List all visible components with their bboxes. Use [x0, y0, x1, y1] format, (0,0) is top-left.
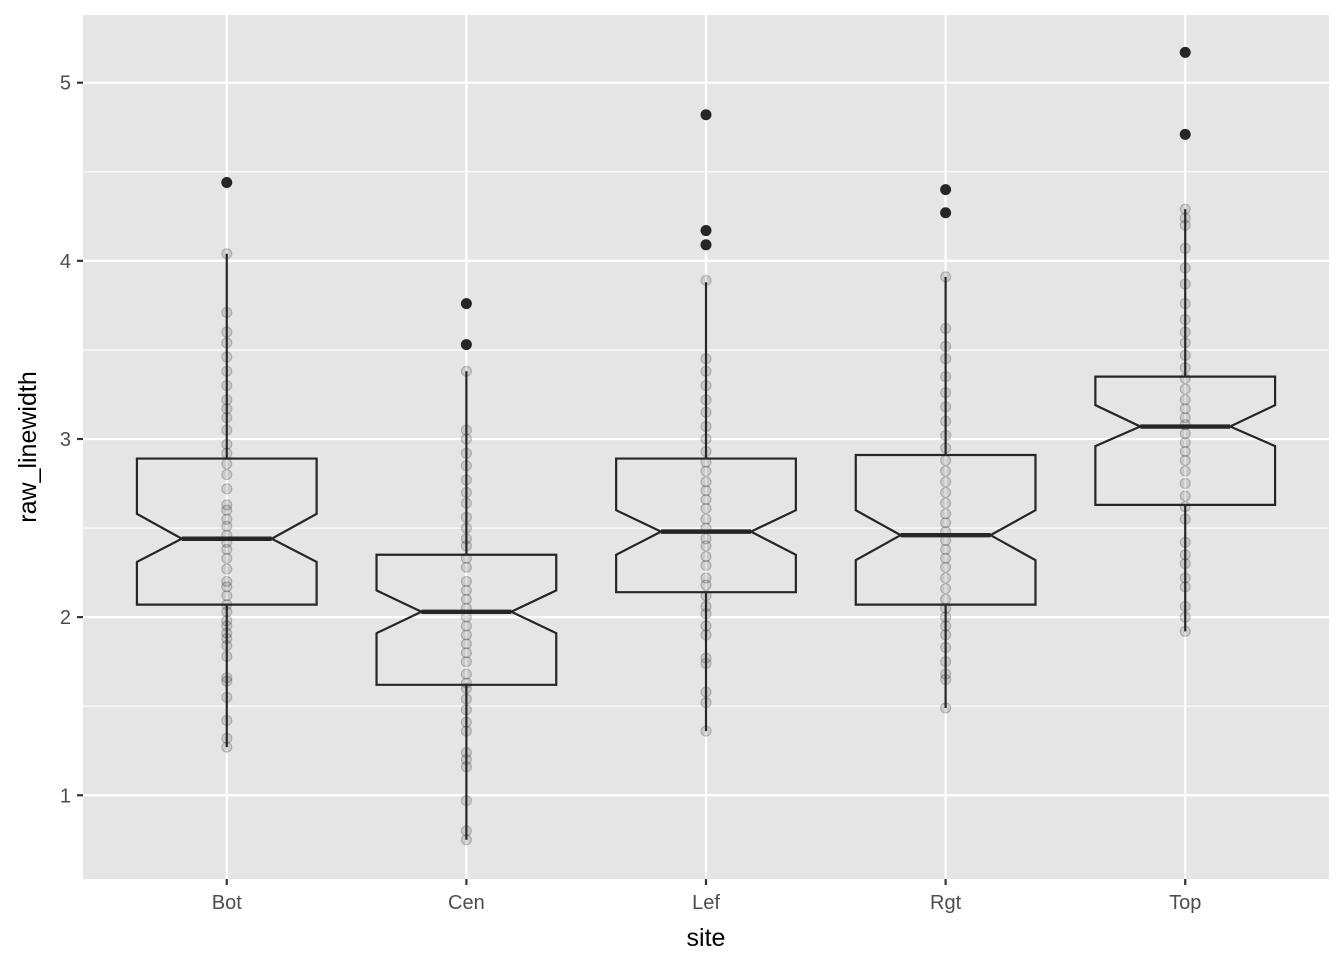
- data-point: [940, 552, 952, 564]
- data-point: [940, 508, 952, 520]
- outlier-point: [700, 239, 712, 251]
- data-point: [460, 629, 472, 641]
- boxplot-bot: [135, 176, 318, 748]
- data-point: [460, 575, 472, 588]
- data-point: [940, 543, 952, 556]
- data-point: [460, 620, 472, 632]
- data-point: [1179, 436, 1191, 449]
- notched-box: [135, 457, 318, 606]
- y-tick-label: 1: [60, 785, 71, 807]
- data-point: [700, 550, 712, 563]
- data-point: [1179, 403, 1191, 415]
- boxplot-cen: [375, 298, 558, 840]
- data-point: [221, 590, 233, 602]
- data-point: [460, 647, 472, 659]
- boxplot-lef: [615, 109, 797, 732]
- data-point: [700, 493, 712, 506]
- outlier-point: [1179, 46, 1191, 58]
- boxplot-rgt: [854, 184, 1037, 708]
- axes: 1 2 3 4 5 Bot Cen Lef Rgt Top: [60, 73, 1201, 914]
- data-point: [700, 572, 712, 584]
- boxplot-top: [1094, 46, 1277, 632]
- data-point: [1179, 383, 1191, 395]
- data-point: [940, 476, 952, 488]
- data-point: [460, 584, 472, 597]
- data-point: [700, 559, 712, 572]
- data-point: [940, 583, 952, 595]
- y-tick-label: 5: [60, 73, 71, 95]
- data-point: [221, 458, 233, 470]
- data-point: [221, 499, 233, 511]
- notched-box: [615, 457, 797, 594]
- data-point: [700, 476, 712, 488]
- data-point: [221, 575, 233, 588]
- data-point: [940, 572, 952, 584]
- data-point: [940, 454, 952, 466]
- data-point: [1179, 465, 1191, 477]
- data-point: [221, 581, 233, 593]
- data-point: [700, 579, 712, 591]
- outlier-point: [940, 207, 952, 219]
- data-point: [221, 543, 233, 556]
- y-tick-label: 3: [60, 429, 71, 451]
- notched-box: [854, 453, 1037, 606]
- data-point: [940, 517, 952, 529]
- data-point: [460, 593, 472, 605]
- data-point: [700, 533, 712, 545]
- data-point: [221, 552, 233, 564]
- data-point: [221, 469, 233, 481]
- x-tick-label: Lef: [692, 892, 720, 914]
- x-axis-title: site: [687, 924, 726, 952]
- outlier-point: [700, 225, 712, 237]
- data-point: [460, 561, 472, 573]
- data-point: [700, 540, 712, 552]
- data-point: [1179, 394, 1191, 406]
- boxplots: [135, 46, 1277, 840]
- data-point: [940, 593, 952, 605]
- data-point: [460, 668, 472, 680]
- data-point: [460, 656, 472, 668]
- x-tick-label: Cen: [448, 892, 485, 914]
- data-point: [1179, 454, 1191, 466]
- outlier-point: [1179, 128, 1191, 140]
- outlier-point: [700, 109, 712, 121]
- notched-box: [1094, 375, 1277, 506]
- outlier-point: [460, 339, 472, 351]
- data-point: [700, 502, 712, 515]
- data-point: [221, 483, 233, 495]
- outlier-point: [221, 176, 233, 188]
- data-point: [940, 486, 952, 499]
- outlier-point: [460, 298, 472, 310]
- x-tick-label: Rgt: [930, 892, 962, 914]
- y-axis-title: raw_linewidth: [14, 371, 42, 522]
- data-point: [1179, 445, 1191, 458]
- data-point: [940, 497, 952, 509]
- data-point: [1179, 477, 1191, 490]
- y-tick-label: 2: [60, 607, 71, 629]
- data-point: [940, 465, 952, 477]
- data-point: [221, 504, 233, 516]
- data-point: [1179, 490, 1191, 502]
- data-point: [221, 513, 233, 525]
- data-point: [1179, 412, 1191, 424]
- data-point: [221, 520, 233, 532]
- data-point: [460, 638, 472, 650]
- data-point: [700, 513, 712, 525]
- x-tick-label: Top: [1169, 892, 1201, 914]
- y-tick-label: 4: [60, 251, 71, 273]
- data-point: [940, 561, 952, 573]
- outlier-point: [940, 184, 952, 196]
- data-point: [700, 465, 712, 477]
- x-tick-label: Bot: [212, 892, 242, 914]
- notched-box: [375, 553, 558, 686]
- data-point: [221, 563, 233, 575]
- data-point: [700, 485, 712, 497]
